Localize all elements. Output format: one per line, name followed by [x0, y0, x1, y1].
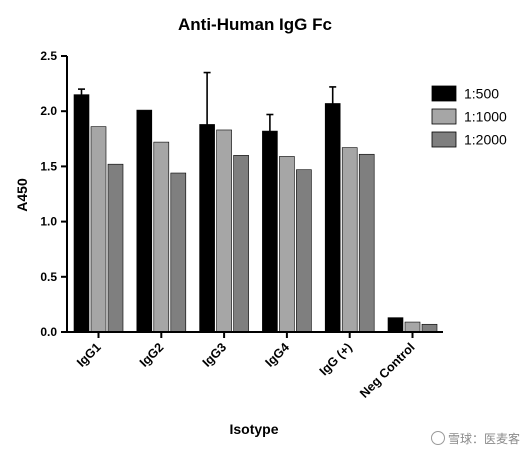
legend-label-2: 1:1000: [464, 109, 507, 125]
y-tick-label-4: 1.5: [40, 159, 57, 173]
y-tick-label-1: 0.0: [40, 325, 57, 339]
x-tick-label-3: IgG3: [200, 340, 230, 370]
bar-1-3: [199, 124, 215, 333]
bar-3-5: [358, 153, 375, 333]
bar-1-6: [387, 317, 404, 333]
watermark: 雪球：医麦客: [430, 430, 520, 447]
legend-label-1: 1:500: [464, 86, 499, 102]
bar-2-1: [90, 126, 107, 333]
bar-2-5: [341, 147, 358, 333]
y-tick-label-3: 1.0: [40, 215, 57, 229]
x-tick-label-4: IgG4: [262, 340, 292, 370]
bar-3-2: [170, 172, 187, 333]
bar-1-1: [73, 94, 90, 333]
bar-3-1: [107, 163, 124, 333]
y-tick-label-5: 2.0: [40, 104, 57, 118]
x-tick-label-2: IgG2: [137, 340, 167, 370]
legend-label-3: 1:2000: [464, 132, 507, 148]
legend-swatch-2: [431, 108, 457, 125]
bar-2-6: [404, 321, 421, 333]
x-tick-label-5: IgG (+): [317, 340, 355, 378]
x-tick-label-1: IgG1: [74, 340, 104, 370]
bar-1-2: [136, 109, 153, 333]
bar-3-3: [233, 155, 249, 333]
bar-1-4: [262, 130, 278, 333]
y-tick-label-6: 2.5: [40, 49, 57, 63]
bar-2-4: [279, 156, 295, 333]
snowball-icon: [430, 431, 445, 445]
legend: 1:500 1:1000 1:2000: [431, 85, 507, 148]
chart-title: Anti-Human IgG Fc: [178, 15, 332, 34]
y-tick-label-2: 0.5: [40, 270, 57, 284]
plot-area: 0.0 0.5 1.0 1.5 2.0 2.5 IgG1 IgG2 IgG3 IgG4 IgG (+…: [40, 49, 443, 401]
x-axis-label: Isotype: [229, 421, 278, 437]
bar-3-4: [296, 169, 312, 333]
x-tick-label-6: Neg Control: [357, 340, 417, 400]
bar-3-6: [421, 323, 438, 333]
legend-swatch-1: [431, 85, 457, 102]
bar-1-5: [324, 103, 341, 333]
legend-swatch-3: [431, 131, 457, 148]
watermark-text: 雪球：医麦客: [447, 432, 520, 446]
bar-2-3: [216, 129, 232, 333]
y-axis-label: A450: [14, 178, 30, 212]
bar-2-2: [153, 141, 170, 333]
